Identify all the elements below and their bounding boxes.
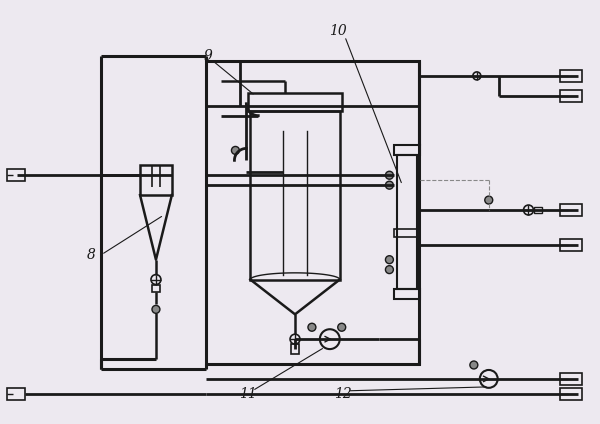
Bar xyxy=(291,344,299,354)
Text: 10: 10 xyxy=(329,24,347,38)
Bar xyxy=(394,145,420,155)
Circle shape xyxy=(232,146,239,154)
Bar xyxy=(394,229,420,237)
Bar xyxy=(397,155,417,290)
Circle shape xyxy=(385,256,394,264)
Circle shape xyxy=(470,361,478,369)
Bar xyxy=(560,70,582,82)
Bar xyxy=(248,93,342,111)
Circle shape xyxy=(485,196,493,204)
Bar xyxy=(560,204,582,216)
Bar xyxy=(7,169,25,181)
Circle shape xyxy=(338,323,346,331)
Bar xyxy=(560,388,582,400)
Bar xyxy=(7,388,25,400)
Text: 8: 8 xyxy=(87,248,96,262)
Bar xyxy=(206,61,419,364)
Circle shape xyxy=(385,181,394,189)
Text: 9: 9 xyxy=(203,49,212,63)
Bar xyxy=(535,207,542,213)
Text: 11: 11 xyxy=(239,387,257,401)
Bar xyxy=(394,290,420,299)
Circle shape xyxy=(152,305,160,313)
Text: 12: 12 xyxy=(334,387,352,401)
Bar xyxy=(250,111,340,279)
Bar xyxy=(152,285,160,293)
Bar xyxy=(560,373,582,385)
Circle shape xyxy=(308,323,316,331)
Bar xyxy=(140,165,172,195)
Bar xyxy=(560,239,582,251)
Bar xyxy=(560,90,582,102)
Circle shape xyxy=(385,266,394,273)
Circle shape xyxy=(385,171,394,179)
